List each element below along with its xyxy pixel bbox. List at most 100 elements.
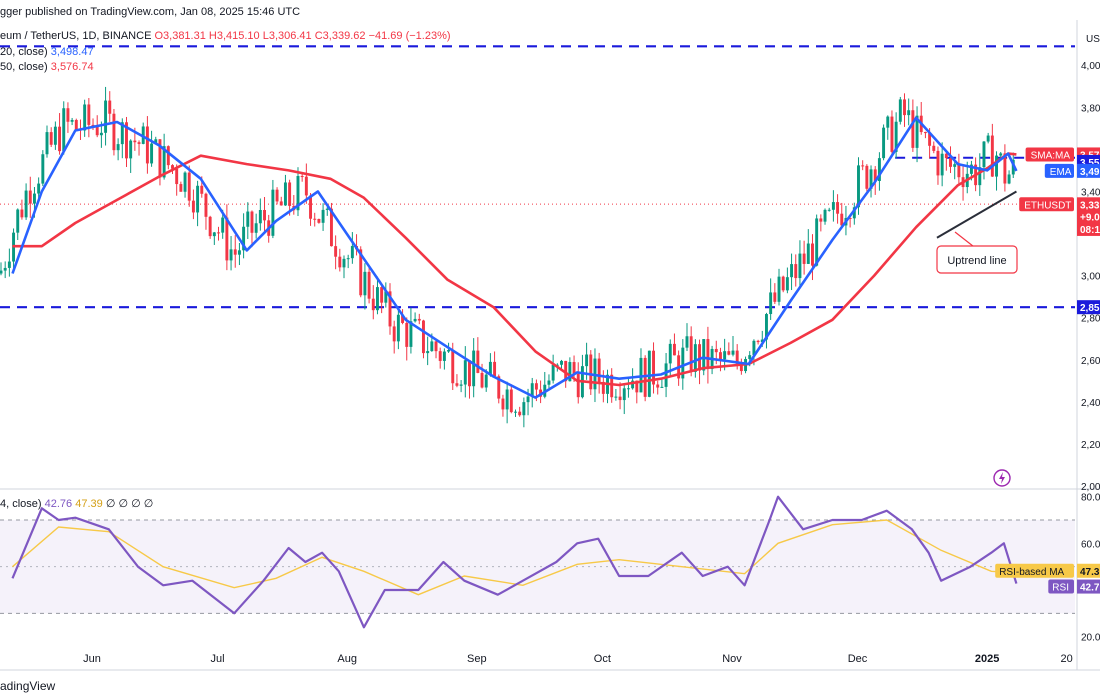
candle-body [24, 190, 28, 218]
candle-body [263, 210, 266, 221]
candle-body [125, 122, 128, 159]
candle-body [702, 339, 706, 371]
candle-body [283, 182, 287, 206]
price-change: −41.69 (−1.23%) [368, 30, 451, 42]
time-tick-label: 20 [1061, 653, 1073, 665]
price-tag-value: +9.0 [1080, 213, 1100, 224]
price-tag-value: 3,33 [1080, 200, 1100, 211]
candle-body [999, 153, 1003, 156]
candle-body [643, 357, 647, 397]
candle-body [409, 321, 413, 347]
lightning-icon-glyph [999, 472, 1005, 484]
candle-body [0, 270, 3, 274]
price-tag-value: 3,55 [1080, 158, 1100, 169]
candle-body [200, 185, 204, 194]
candle-body [129, 140, 133, 159]
candle-body [3, 267, 7, 271]
candle-body [7, 261, 11, 268]
candle-body [978, 167, 982, 186]
candle-body [911, 110, 915, 148]
candle-body [819, 218, 823, 222]
candle-body [459, 384, 463, 386]
candle-body [823, 209, 827, 222]
candle-body [551, 364, 555, 381]
candle-body [840, 213, 844, 226]
candle-body [321, 209, 325, 223]
time-tick-label: Jul [210, 653, 224, 665]
moving-average-layer [11, 116, 1018, 399]
candle-body [426, 351, 430, 354]
candle-body [514, 411, 517, 413]
candle-body [62, 108, 66, 152]
candle-body [852, 207, 856, 219]
candle-body [815, 218, 819, 266]
candle-body [37, 183, 41, 194]
candle-body [258, 210, 262, 224]
candle-body [622, 388, 626, 401]
candle-body [526, 396, 530, 403]
rsi-line [11, 495, 1018, 629]
candle-body [313, 218, 317, 220]
rsi-tag-box [1077, 563, 1100, 578]
candle-body [831, 202, 835, 210]
candle-body [137, 142, 141, 144]
time-tick-label: 2025 [975, 653, 999, 665]
candle-body [656, 384, 660, 388]
candle-body [626, 388, 630, 390]
candle-body [865, 165, 869, 189]
candle-body [718, 352, 722, 360]
candle-body [32, 193, 36, 204]
candle-body [576, 373, 580, 398]
candle-body [83, 104, 87, 131]
candle-body [756, 340, 760, 343]
candle-body [869, 169, 873, 189]
candle-body [1003, 153, 1007, 184]
candle-body [652, 350, 655, 385]
price-tag-name-box [1025, 147, 1074, 162]
candle-body [246, 211, 250, 227]
candle-body [371, 298, 375, 311]
candle-body [271, 189, 275, 236]
candle-body [518, 411, 522, 416]
candle-body [28, 190, 32, 204]
candle-body [53, 126, 57, 145]
candle-body [150, 143, 154, 164]
candle-body [953, 164, 957, 167]
candle-body [242, 226, 246, 251]
candle-body [158, 139, 162, 178]
publish-info: gger published on TradingView.com, Jan 0… [0, 6, 301, 18]
rsi-tick-label: 60.00 [1081, 539, 1100, 550]
candle-body [329, 208, 333, 247]
price-tick-label: 2,800 [1081, 314, 1100, 325]
candle-body [304, 176, 308, 196]
time-tick-label: Oct [594, 653, 611, 665]
candle-body [250, 211, 254, 233]
candle-body [660, 386, 664, 388]
candle-body [484, 374, 488, 388]
candle-body [237, 250, 241, 255]
candle-body [434, 341, 438, 352]
candle-body [422, 320, 425, 354]
rsi-ma-line [12, 519, 1017, 596]
candle-body [1007, 174, 1011, 184]
candle-body [212, 232, 216, 237]
candle-body [375, 287, 379, 311]
candle-body [631, 380, 635, 389]
candle-body [668, 343, 672, 364]
candle-body [350, 246, 354, 259]
annotation-text: Uptrend line [947, 255, 1006, 267]
rsi-tick-label: 20.00 [1081, 633, 1100, 644]
candle-body [928, 133, 932, 146]
candle-body [693, 344, 697, 372]
candle-body [698, 344, 702, 371]
candle-body [41, 154, 45, 184]
candle-body [752, 340, 756, 356]
candle-body [229, 249, 233, 261]
candle-body [714, 348, 718, 353]
time-tick-label: Dec [848, 653, 868, 665]
candle-body [781, 276, 785, 291]
candle-body [380, 287, 384, 303]
currency-label: USD [1086, 34, 1100, 45]
candle-body [179, 184, 183, 192]
